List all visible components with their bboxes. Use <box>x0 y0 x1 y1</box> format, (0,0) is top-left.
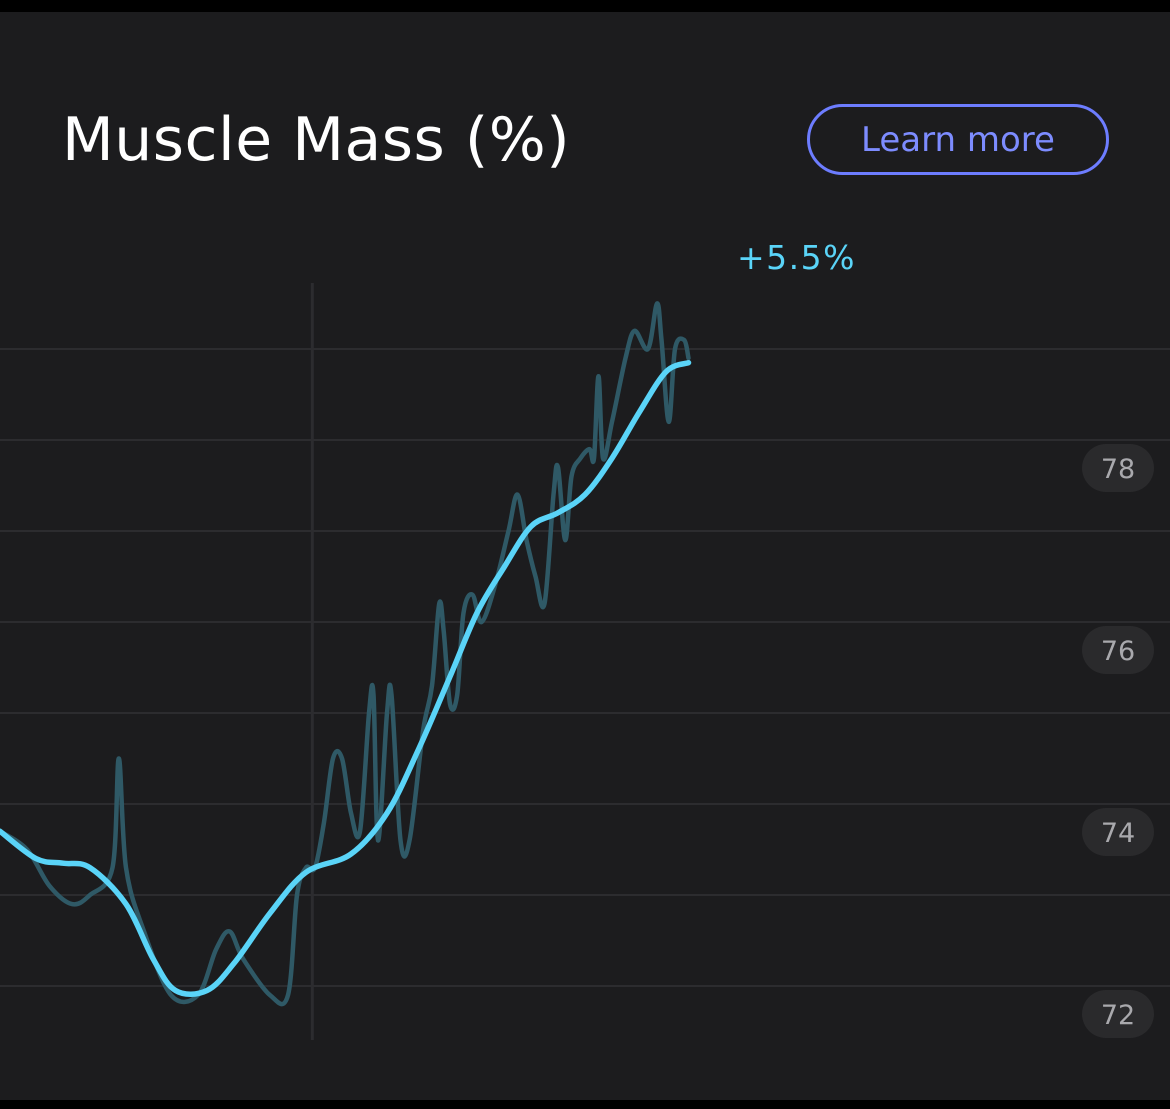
trend-line <box>0 359 692 997</box>
page-title: Muscle Mass (%) <box>62 105 571 175</box>
raw-measurements-line <box>0 301 691 1007</box>
bottom-edge <box>0 1100 1170 1109</box>
y-tick: 78 <box>1082 444 1154 492</box>
y-tick-pill <box>1082 808 1154 856</box>
grid-lines <box>0 348 1170 987</box>
learn-more-button[interactable]: Learn more <box>807 104 1109 175</box>
y-tick: 72 <box>1082 990 1154 1038</box>
y-tick-pill <box>1082 990 1154 1038</box>
y-tick-label: 78 <box>1101 454 1135 485</box>
muscle-mass-card <box>0 12 1170 1100</box>
y-tick-label: 74 <box>1101 818 1135 849</box>
y-tick-pill <box>1082 444 1154 492</box>
y-tick: 74 <box>1082 808 1154 856</box>
y-tick-label: 72 <box>1101 1000 1135 1031</box>
y-tick: 76 <box>1082 626 1154 674</box>
y-axis-ticks: 72 74 76 78 <box>1082 444 1154 1038</box>
change-label: +5.5% <box>737 238 856 277</box>
series-layer <box>0 301 692 1007</box>
y-tick-label: 76 <box>1101 636 1135 667</box>
y-tick-pill <box>1082 626 1154 674</box>
